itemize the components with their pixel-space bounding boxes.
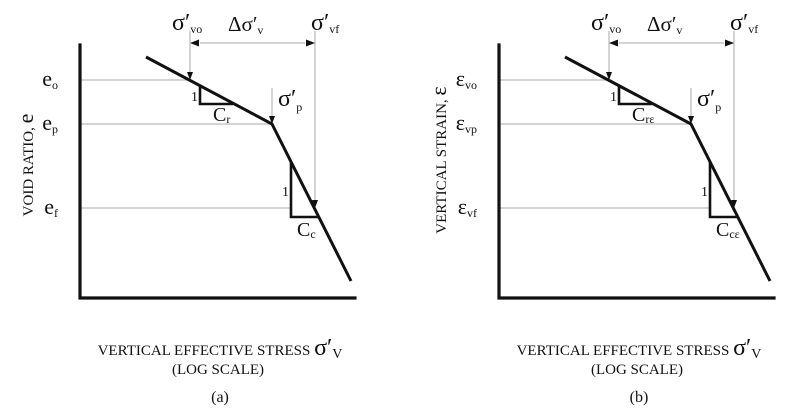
x-axis-title-line2: (LOG SCALE): [172, 362, 264, 378]
y-tick-label-1: ep: [42, 110, 58, 136]
compression-index-label: Ccε: [716, 219, 740, 241]
recompression-slope-triangle: [198, 85, 233, 106]
panel-caption: (a): [211, 389, 229, 406]
recompression-index-label: Cr: [213, 104, 230, 126]
panel-caption: (b): [630, 389, 649, 406]
dimension-arrow-right-icon: [725, 39, 734, 47]
y-tick-label-0: eo: [42, 66, 58, 92]
dimension-arrow-right-icon: [306, 39, 315, 47]
label-delta-sigma-v: Δσ′v: [647, 12, 682, 37]
x-axis-title-line1: VERTICAL EFFECTIVE STRESS σ′V: [517, 335, 762, 362]
label-sigma-vf: σ′vf: [730, 10, 758, 36]
label-sigma-p: σ′p: [278, 86, 302, 114]
label-sigma-p: σ′p: [697, 86, 721, 114]
dimension-arrow-left-icon: [609, 39, 618, 47]
label-delta-sigma-v: Δσ′v: [228, 12, 263, 37]
label-sigma-vf: σ′vf: [311, 10, 339, 36]
compression-index-label: Cc: [297, 219, 316, 241]
y-axis-title: VOID RATIO, e: [13, 114, 38, 217]
recompression-rise-label: 1: [610, 90, 617, 105]
label-sigma-vo: σ′vo: [591, 10, 621, 36]
recompression-slope-triangle: [617, 85, 652, 106]
compression-curve: [145, 55, 353, 282]
compression-slope-triangle: [708, 162, 738, 219]
label-sigma-vo: σ′vo: [172, 10, 202, 36]
y-axis-title: VERTICAL STRAIN, ε: [426, 86, 451, 233]
compression-slope-triangle: [289, 162, 319, 219]
y-tick-label-2: εvf: [458, 194, 477, 220]
compression-curve: [564, 55, 772, 282]
y-tick-label-2: ef: [44, 194, 58, 220]
axes: [497, 43, 776, 300]
panel-a-void-ratio: 1 Cr 1 Cc eo ep ef σ′vo Δσ′v σ′vf σ′p VOID RATIO, e…: [13, 10, 357, 406]
recompression-index-label: Crε: [632, 104, 654, 126]
x-axis-title-line2: (LOG SCALE): [591, 362, 683, 378]
panel-b-vertical-strain: 1 Crε 1 Ccε εvo εvp εvf σ′vo Δσ′v σ′vf σ′p VERTICAL…: [426, 10, 776, 406]
recompression-rise-label: 1: [191, 90, 198, 105]
compression-rise-label: 1: [282, 185, 289, 200]
axes: [78, 43, 357, 300]
compression-rise-label: 1: [701, 185, 708, 200]
y-tick-label-0: εvo: [456, 66, 477, 92]
x-axis-title-line1: VERTICAL EFFECTIVE STRESS σ′V: [98, 335, 343, 362]
dimension-arrow-left-icon: [190, 39, 199, 47]
y-tick-label-1: εvp: [456, 110, 477, 136]
